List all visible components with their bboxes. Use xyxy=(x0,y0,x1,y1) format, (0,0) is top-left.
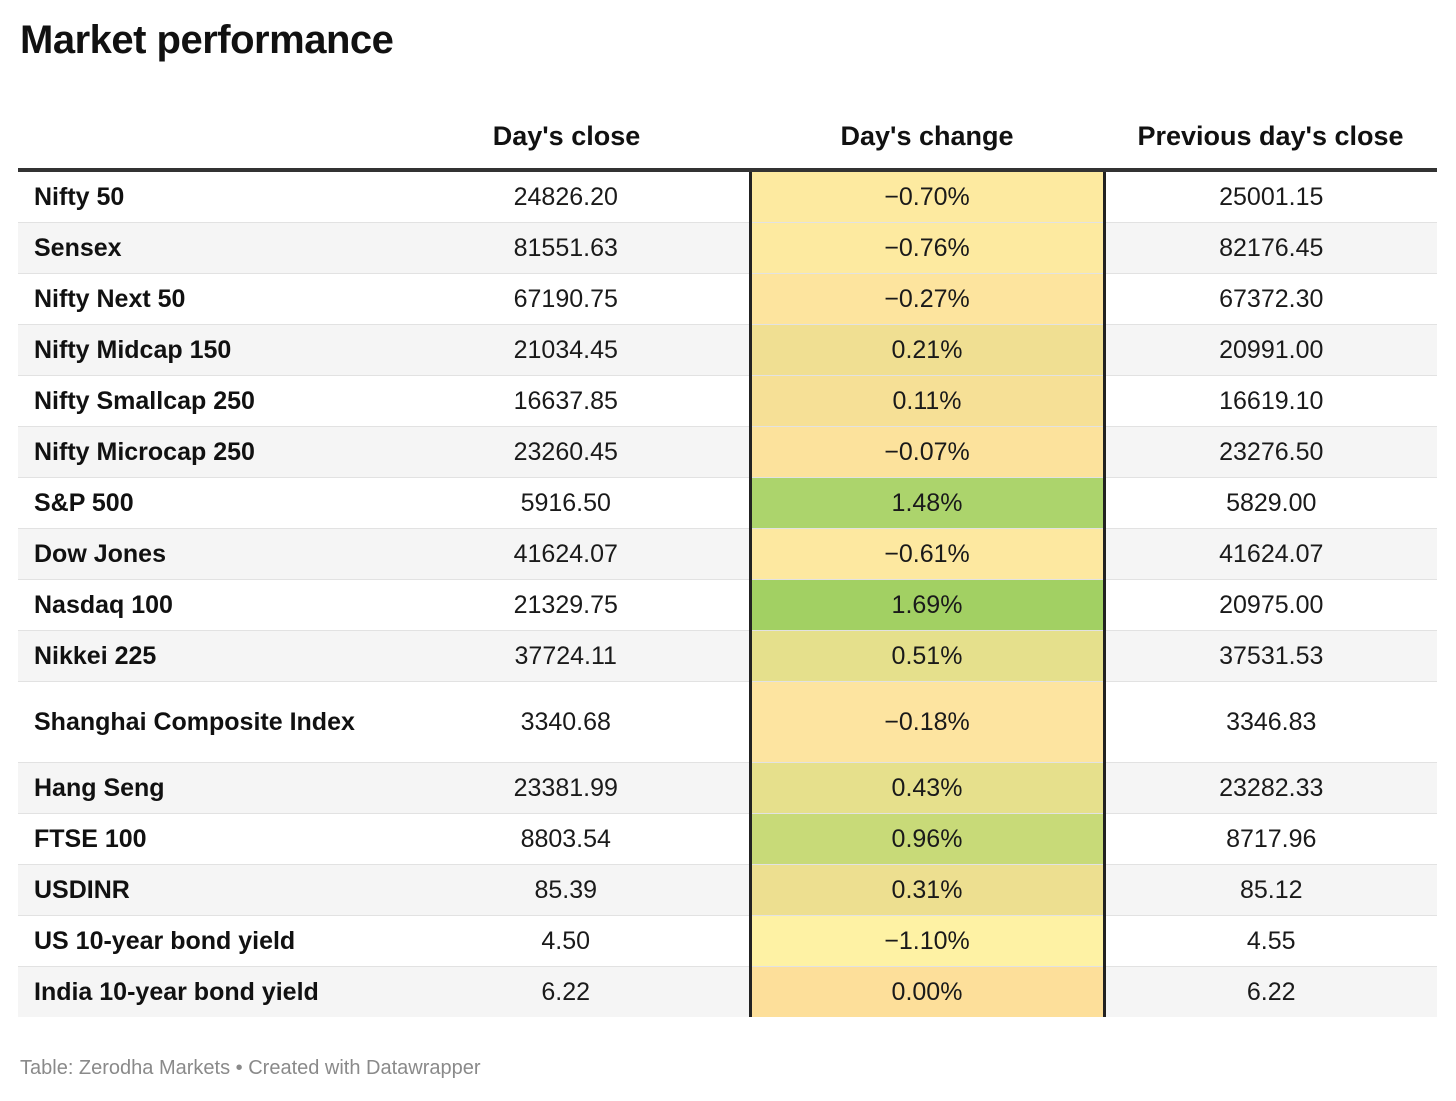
table-row: Nikkei 225 37724.11 0.51% 37531.53 xyxy=(18,630,1437,682)
previous-close-cell: 20975.00 xyxy=(1102,579,1437,631)
day-close-cell: 41624.07 xyxy=(383,528,750,580)
day-close-cell: 5916.50 xyxy=(383,477,750,529)
previous-close-cell: 16619.10 xyxy=(1102,375,1437,427)
table-row: USDINR 85.39 0.31% 85.12 xyxy=(18,864,1437,916)
column-header-days-change: Day's change xyxy=(750,104,1104,172)
day-change-cell: 1.48% xyxy=(748,477,1106,529)
table-header-row: Day's close Day's change Previous day's … xyxy=(18,104,1437,172)
table-row: Shanghai Composite Index 3340.68 −0.18% 334… xyxy=(18,681,1437,763)
day-close-cell: 3340.68 xyxy=(383,681,750,763)
previous-close-cell: 23276.50 xyxy=(1102,426,1437,478)
row-name-cell: Shanghai Composite Index xyxy=(18,681,383,763)
previous-close-cell: 4.55 xyxy=(1102,915,1437,967)
previous-close-cell: 25001.15 xyxy=(1102,170,1437,223)
table-row: FTSE 100 8803.54 0.96% 8717.96 xyxy=(18,813,1437,865)
previous-close-cell: 85.12 xyxy=(1102,864,1437,916)
previous-close-cell: 67372.30 xyxy=(1102,273,1437,325)
day-change-cell: −0.61% xyxy=(748,528,1106,580)
column-header-days-close: Day's close xyxy=(383,104,750,172)
table-row: Dow Jones 41624.07 −0.61% 41624.07 xyxy=(18,528,1437,580)
previous-close-cell: 41624.07 xyxy=(1102,528,1437,580)
column-header-previous-close: Previous day's close xyxy=(1104,104,1437,172)
day-close-cell: 23381.99 xyxy=(383,762,750,814)
day-close-cell: 67190.75 xyxy=(383,273,750,325)
day-close-cell: 37724.11 xyxy=(383,630,750,682)
day-change-cell: −0.70% xyxy=(748,170,1106,223)
day-close-cell: 6.22 xyxy=(383,966,750,1017)
day-change-cell: 0.31% xyxy=(748,864,1106,916)
row-name-cell: Nifty Smallcap 250 xyxy=(18,375,383,427)
row-name-cell: Nasdaq 100 xyxy=(18,579,383,631)
table-row: Nasdaq 100 21329.75 1.69% 20975.00 xyxy=(18,579,1437,631)
day-close-cell: 23260.45 xyxy=(383,426,750,478)
table-row: Nifty Microcap 250 23260.45 −0.07% 23276.50 xyxy=(18,426,1437,478)
day-change-cell: 0.96% xyxy=(748,813,1106,865)
previous-close-cell: 6.22 xyxy=(1102,966,1437,1017)
row-name-cell: FTSE 100 xyxy=(18,813,383,865)
row-name-cell: USDINR xyxy=(18,864,383,916)
row-name-cell: US 10-year bond yield xyxy=(18,915,383,967)
market-performance-table: Day's close Day's change Previous day's … xyxy=(18,104,1437,1017)
day-close-cell: 21034.45 xyxy=(383,324,750,376)
day-close-cell: 85.39 xyxy=(383,864,750,916)
day-close-cell: 81551.63 xyxy=(383,222,750,274)
table-row: US 10-year bond yield 4.50 −1.10% 4.55 xyxy=(18,915,1437,967)
column-header-name xyxy=(18,104,383,172)
day-close-cell: 8803.54 xyxy=(383,813,750,865)
day-change-cell: 0.43% xyxy=(748,762,1106,814)
day-close-cell: 16637.85 xyxy=(383,375,750,427)
day-change-cell: 0.51% xyxy=(748,630,1106,682)
source-note: Table: Zerodha Markets • Created with Da… xyxy=(20,1057,481,1079)
table-row: S&P 500 5916.50 1.48% 5829.00 xyxy=(18,477,1437,529)
row-name-cell: Nikkei 225 xyxy=(18,630,383,682)
previous-close-cell: 5829.00 xyxy=(1102,477,1437,529)
row-name-cell: Nifty Midcap 150 xyxy=(18,324,383,376)
previous-close-cell: 82176.45 xyxy=(1102,222,1437,274)
row-name-cell: Hang Seng xyxy=(18,762,383,814)
table-row: Nifty Midcap 150 21034.45 0.21% 20991.00 xyxy=(18,324,1437,376)
day-change-cell: −0.07% xyxy=(748,426,1106,478)
previous-close-cell: 37531.53 xyxy=(1102,630,1437,682)
row-name-cell: Nifty Next 50 xyxy=(18,273,383,325)
previous-close-cell: 3346.83 xyxy=(1102,681,1437,763)
previous-close-cell: 20991.00 xyxy=(1102,324,1437,376)
page-title: Market performance xyxy=(20,18,394,62)
day-close-cell: 21329.75 xyxy=(383,579,750,631)
day-change-cell: 0.11% xyxy=(748,375,1106,427)
day-change-cell: 1.69% xyxy=(748,579,1106,631)
row-name-cell: Nifty 50 xyxy=(18,170,383,223)
day-change-cell: −0.18% xyxy=(748,681,1106,763)
table-row: Hang Seng 23381.99 0.43% 23282.33 xyxy=(18,762,1437,814)
table-row: Nifty 50 24826.20 −0.70% 25001.15 xyxy=(18,170,1437,223)
day-change-cell: −0.76% xyxy=(748,222,1106,274)
table-row: Nifty Next 50 67190.75 −0.27% 67372.30 xyxy=(18,273,1437,325)
day-change-cell: 0.21% xyxy=(748,324,1106,376)
day-change-cell: −1.10% xyxy=(748,915,1106,967)
row-name-cell: Nifty Microcap 250 xyxy=(18,426,383,478)
day-close-cell: 24826.20 xyxy=(383,170,750,223)
row-name-cell: Sensex xyxy=(18,222,383,274)
day-close-cell: 4.50 xyxy=(383,915,750,967)
table-row: Nifty Smallcap 250 16637.85 0.11% 16619.10 xyxy=(18,375,1437,427)
row-name-cell: S&P 500 xyxy=(18,477,383,529)
previous-close-cell: 8717.96 xyxy=(1102,813,1437,865)
row-name-cell: India 10-year bond yield xyxy=(18,966,383,1017)
day-change-cell: 0.00% xyxy=(748,966,1106,1017)
previous-close-cell: 23282.33 xyxy=(1102,762,1437,814)
table-body: Nifty 50 24826.20 −0.70% 25001.15 Sensex 8155… xyxy=(18,170,1437,1017)
table-row: Sensex 81551.63 −0.76% 82176.45 xyxy=(18,222,1437,274)
day-change-cell: −0.27% xyxy=(748,273,1106,325)
table-row: India 10-year bond yield 6.22 0.00% 6.22 xyxy=(18,966,1437,1017)
row-name-cell: Dow Jones xyxy=(18,528,383,580)
